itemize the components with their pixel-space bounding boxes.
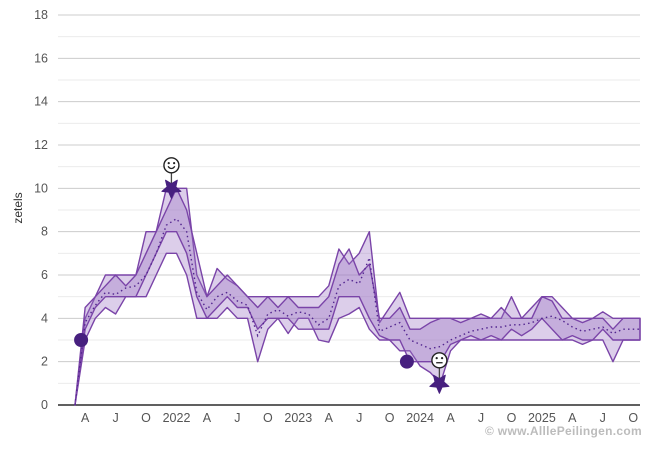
x-tick-label: A [203, 411, 212, 425]
x-tick-label: O [628, 411, 638, 425]
x-tick-label: A [446, 411, 455, 425]
y-tick-label: 18 [34, 8, 48, 22]
x-tick-label: O [263, 411, 273, 425]
x-tick-label: O [507, 411, 517, 425]
watermark: © www.AlllePeilingen.com [485, 424, 642, 438]
x-tick-label: 2023 [284, 411, 312, 425]
record-high-star [161, 179, 182, 199]
x-tick-label: J [234, 411, 240, 425]
y-tick-label: 2 [41, 355, 48, 369]
election-result-marker [74, 333, 89, 347]
y-tick-label: 4 [41, 311, 48, 325]
y-tick-label: 16 [34, 51, 48, 65]
x-tick-label: J [478, 411, 484, 425]
x-tick-label: O [385, 411, 395, 425]
x-tick-label: A [568, 411, 577, 425]
x-tick-label: O [141, 411, 151, 425]
y-tick-label: 6 [41, 268, 48, 282]
y-tick-label: 14 [34, 95, 48, 109]
election-result-marker [399, 354, 414, 369]
y-tick-label: 8 [41, 225, 48, 239]
x-tick-label: 2022 [163, 411, 191, 425]
x-tick-label: 2024 [406, 411, 434, 425]
y-tick-label: 0 [41, 398, 48, 412]
x-tick-label: J [600, 411, 606, 425]
y-axis-title: zetels [11, 192, 25, 224]
x-tick-label: J [356, 411, 362, 425]
x-tick-label: A [325, 411, 334, 425]
happy-face-icon [163, 157, 180, 174]
record-low-star [429, 374, 450, 394]
y-tick-label: 10 [34, 181, 48, 195]
poll-band-b [74, 187, 641, 406]
sad-face-icon [431, 352, 448, 369]
x-tick-label: A [81, 411, 90, 425]
x-tick-label: J [112, 411, 118, 425]
y-tick-label: 12 [34, 138, 48, 152]
x-tick-label: 2025 [528, 411, 556, 425]
